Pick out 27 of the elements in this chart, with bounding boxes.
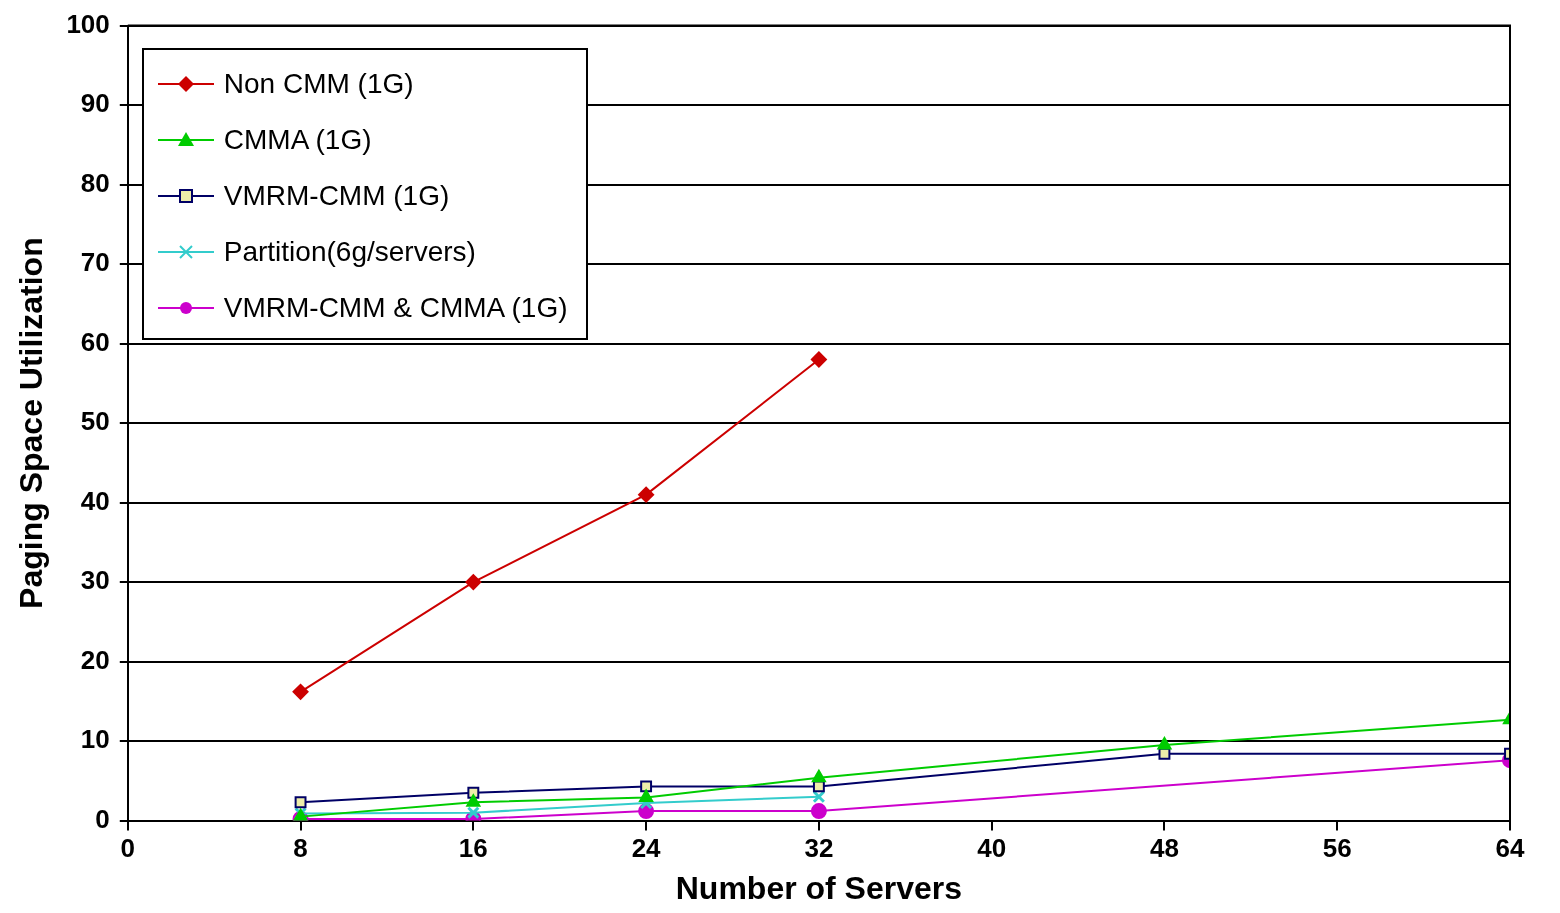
legend-label: VMRM-CMM (1G) [223,179,450,212]
x-axis-title: Number of Servers [675,869,963,906]
x-tick-label: 32 [804,832,834,863]
legend-label: Non CMM (1G) [223,67,414,100]
y-tick-label: 0 [95,803,110,834]
y-tick-label: 40 [80,485,110,516]
y-tick-label: 80 [80,167,110,198]
x-tick-label: 16 [458,832,488,863]
x-tick-label: 24 [631,832,662,863]
legend-label: VMRM-CMM & CMMA (1G) [223,291,568,324]
y-tick-label: 90 [80,88,110,119]
x-tick-label: 40 [977,832,1007,863]
y-tick-label: 70 [80,247,110,278]
y-tick-label: 50 [80,406,110,437]
y-tick-label: 20 [80,644,110,675]
y-tick-label: 30 [80,565,110,596]
legend-label: Partition(6g/servers) [223,235,476,268]
y-tick-label: 100 [66,8,110,39]
legend-label: CMMA (1G) [223,123,372,156]
y-axis-title: Paging Space Utilization [13,237,50,609]
y-tick-label: 10 [80,724,110,755]
x-tick-label: 0 [120,832,136,863]
x-tick-label: 8 [293,832,308,863]
x-tick-label: 48 [1149,832,1179,863]
x-tick-label: 56 [1322,832,1352,863]
y-tick-label: 60 [80,326,110,357]
x-tick-label: 64 [1495,832,1525,863]
